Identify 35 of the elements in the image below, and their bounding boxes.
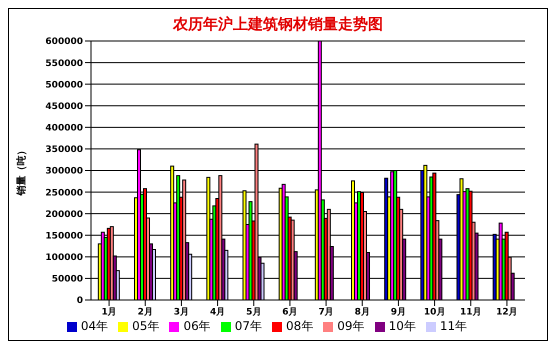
legend-label: 04年 [80, 319, 108, 333]
y-tick-label: 300000 [45, 166, 83, 177]
x-tick-label: 12月 [496, 306, 518, 318]
x-tick-label: 11月 [460, 306, 482, 318]
y-tick-label: 400000 [45, 124, 83, 134]
y-tick-label: 600000 [45, 37, 83, 48]
x-tick-label: 4月 [210, 306, 226, 318]
y-tick-label: 200000 [45, 210, 83, 220]
y-tick-label: 550000 [45, 58, 83, 69]
x-tick-label: 8月 [354, 306, 370, 318]
y-tick-label: 150000 [45, 231, 83, 242]
y-tick-label: 350000 [45, 145, 83, 156]
y-tick-label: 450000 [45, 102, 83, 112]
legend-label: 10年 [388, 319, 416, 333]
y-tick-label: 0 [76, 296, 83, 306]
x-tick-label: 3月 [174, 306, 190, 318]
x-tick-label: 5月 [246, 306, 262, 318]
y-tick-label: 100000 [45, 253, 83, 264]
legend-label: 07年 [234, 319, 262, 333]
legend-label: 06年 [183, 319, 211, 333]
y-axis-title: 销量（吨） [16, 146, 28, 196]
y-tick-label: 250000 [45, 188, 83, 198]
legend-label: 09年 [337, 319, 365, 333]
x-tick-label: 7月 [318, 306, 334, 318]
x-tick-label: 2月 [138, 306, 153, 318]
x-tick-label: 6月 [282, 306, 298, 318]
x-tick-label: 1月 [101, 306, 117, 318]
legend-label: 05年 [132, 319, 160, 333]
legend-label: 11年 [440, 319, 468, 333]
legend-label: 08年 [286, 319, 314, 333]
y-tick-label: 500000 [45, 80, 83, 90]
chart-title: 农历年沪上建筑钢材销量走势图 [172, 15, 384, 35]
x-tick-label: 10月 [424, 306, 446, 318]
x-tick-label: 9月 [390, 306, 406, 318]
y-tick-label: 50000 [52, 274, 83, 285]
